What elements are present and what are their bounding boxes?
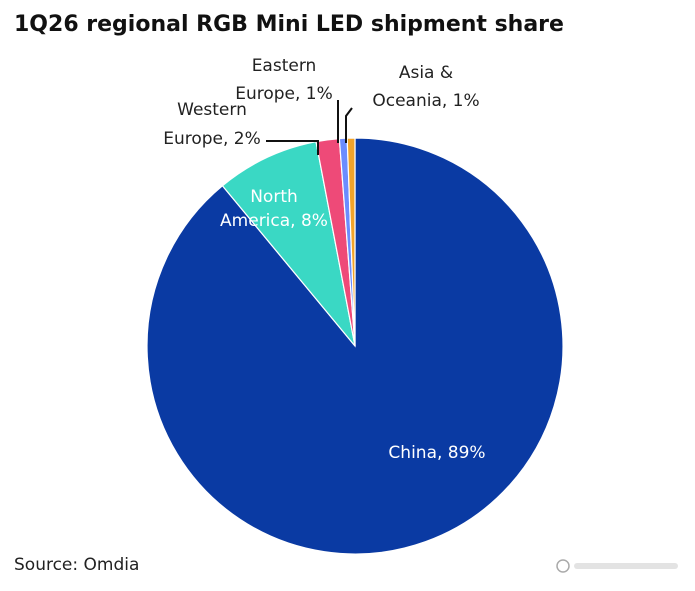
chart-title: 1Q26 regional RGB Mini LED shipment shar… <box>14 12 564 37</box>
slice-label: Western Europe, 2% <box>163 100 261 149</box>
slice-label: North America, 8% <box>220 187 328 231</box>
source-note: Source: Omdia <box>14 555 140 575</box>
pie-slice-asia-oceania <box>346 137 356 347</box>
watermark-icon <box>556 559 678 573</box>
slice-label: China, 89% <box>388 443 485 463</box>
slice-label: Eastern Europe, 1% <box>235 56 333 104</box>
slice-label: Asia & Oceania, 1% <box>372 63 479 111</box>
leader-line <box>345 107 353 143</box>
pie-slice-north-america <box>221 140 356 347</box>
leader-line <box>266 140 319 155</box>
